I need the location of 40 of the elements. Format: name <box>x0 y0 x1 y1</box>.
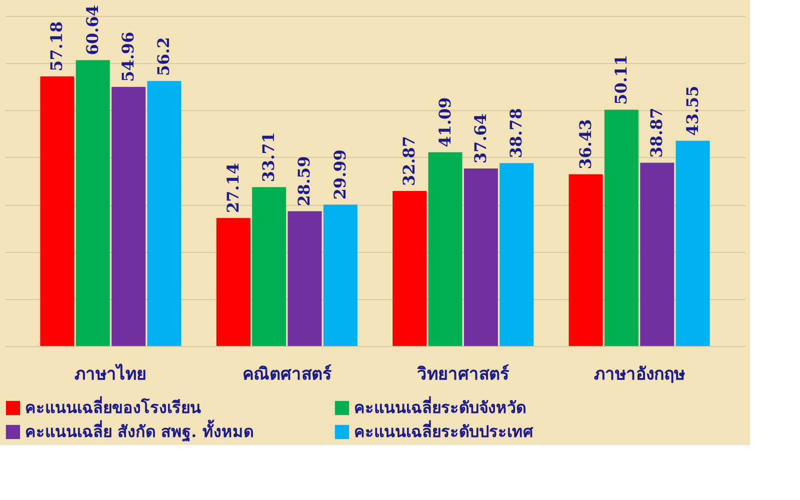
data-label: 41.09 <box>435 97 454 148</box>
data-label: 56.2 <box>154 37 174 76</box>
bar <box>112 86 146 346</box>
legend-label: คะแนนเฉลี่ยระดับประเทศ <box>354 420 534 441</box>
bar <box>323 204 358 346</box>
bar <box>392 191 427 346</box>
bar <box>464 168 498 346</box>
data-label: 57.18 <box>47 21 66 72</box>
data-label: 32.87 <box>400 136 419 186</box>
data-label: 50.11 <box>611 54 630 105</box>
data-label: 38.78 <box>506 108 526 158</box>
bar <box>252 187 286 346</box>
bar <box>288 211 322 346</box>
x-tick-label: ภาษาอังกฤษ <box>594 364 685 384</box>
legend-label: คะแนนเฉลี่ยของโรงเรียน <box>25 396 201 417</box>
data-label: 38.87 <box>647 108 666 158</box>
bar <box>604 110 638 346</box>
data-label: 27.14 <box>223 162 242 214</box>
data-label: 28.59 <box>294 156 314 206</box>
bar <box>500 163 534 346</box>
legend-label: คะแนนเฉลี่ย สังกัด สพฐ. ทั้งหมด <box>25 419 254 442</box>
x-tick-label: วิทยาศาสตร์ <box>417 364 510 384</box>
bar <box>40 76 74 346</box>
bar <box>76 60 110 346</box>
data-label: 29.99 <box>330 150 350 200</box>
data-label: 60.64 <box>82 5 102 56</box>
x-tick-label: คณิตศาสตร์ <box>242 364 332 384</box>
data-label: 54.96 <box>118 32 138 82</box>
data-label: 43.55 <box>682 86 702 136</box>
data-label: 33.71 <box>259 132 278 182</box>
data-label: 37.64 <box>470 113 490 164</box>
legend-label: คะแนนเฉลี่ยระดับจังหวัด <box>354 396 526 417</box>
bar <box>568 174 603 346</box>
bar <box>640 162 674 346</box>
data-label: 36.43 <box>576 119 595 170</box>
x-tick-label: ภาษาไทย <box>74 364 147 384</box>
bar <box>428 152 462 346</box>
bar <box>676 140 710 346</box>
bar <box>147 81 182 346</box>
bar <box>216 218 250 346</box>
